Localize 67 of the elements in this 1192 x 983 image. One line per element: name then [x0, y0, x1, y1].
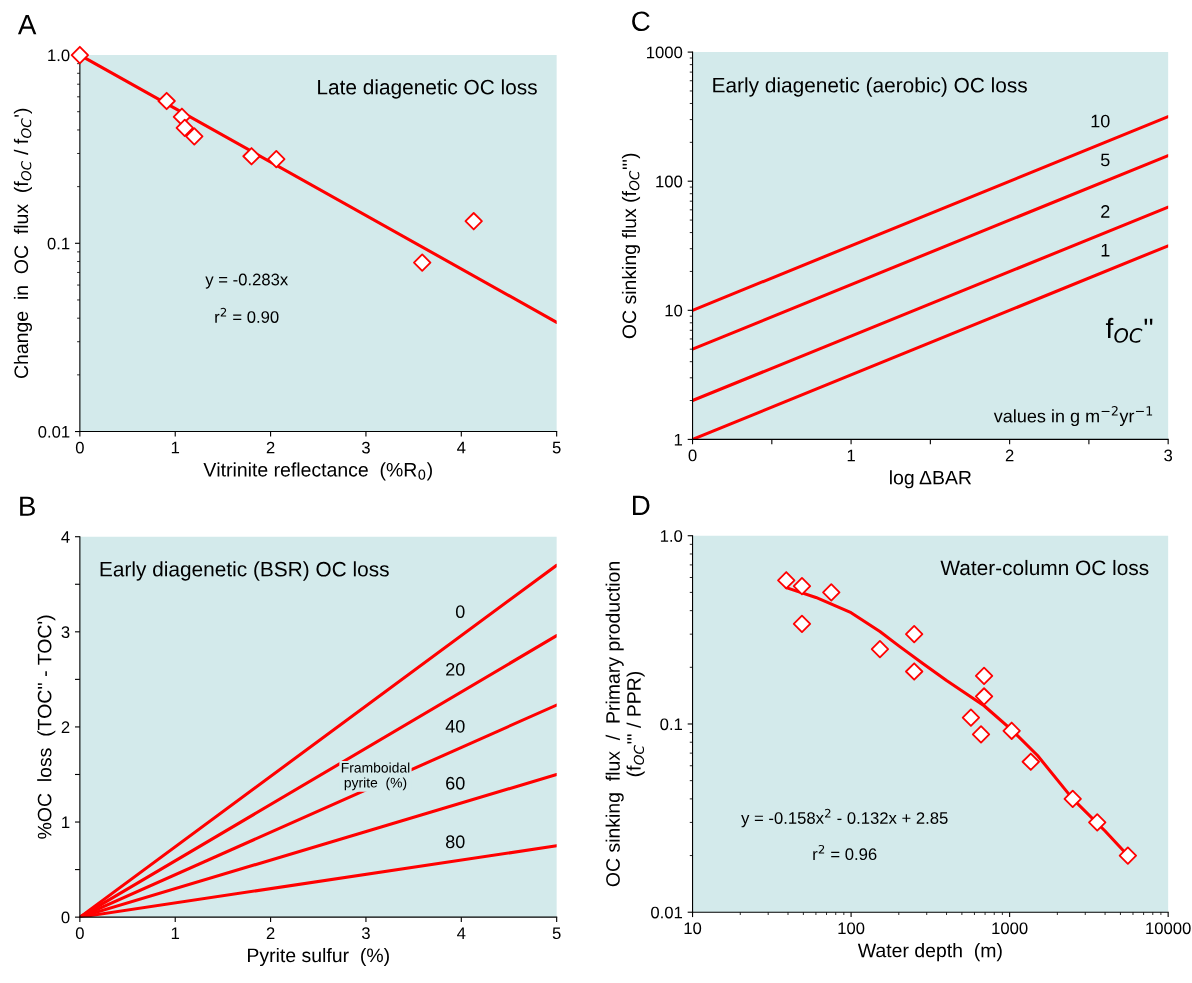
- y-tick-label: 100: [656, 175, 683, 188]
- chart-title: A: [17, 15, 37, 35]
- text: Late diagenetic OC loss: [318, 79, 537, 99]
- annotation: y = -0.158x$^{2}$ - 0.132x + 2.85: [741, 808, 948, 828]
- y-tick-label: 10: [665, 304, 683, 317]
- y-tick-label: 2: [61, 721, 70, 733]
- x-tick-label: 1000: [992, 922, 1028, 935]
- y-tick-label: 3: [61, 626, 70, 639]
- x-tick-label: 100: [838, 922, 865, 935]
- x-tick-label: 3: [361, 441, 370, 454]
- x-tick-label: 3: [361, 927, 370, 940]
- x-tick-label: 0: [75, 441, 84, 454]
- x-tick-label: 10: [684, 922, 702, 935]
- y-tick-label: 1: [62, 816, 70, 829]
- y-axis-title: OC sinking flux / Primary production (f$_{OC}$''' / PPR): [605, 562, 645, 887]
- y-tick-label: 1.0: [48, 49, 70, 62]
- x-tick-label: 2: [266, 927, 275, 939]
- x-tick-label: 3: [1164, 449, 1173, 462]
- y-tick-label: 1000: [647, 46, 683, 59]
- x-tick-label: 1: [171, 927, 180, 939]
- annotation: Framboidal pyrite (%): [341, 762, 410, 791]
- series-label: 5: [1100, 153, 1110, 167]
- y-tick-label: 0.01: [38, 425, 70, 438]
- y-tick-label: 0.01: [651, 906, 683, 919]
- x-tick-label: 5: [552, 441, 561, 454]
- x-tick-label: 4: [457, 441, 466, 454]
- text: Early diagenetic (aerobic) OC loss: [713, 77, 1027, 97]
- chart-title: B: [20, 496, 35, 516]
- series-label: 2: [1101, 205, 1110, 218]
- series-label: 10: [1091, 114, 1110, 128]
- annotation: values in g m$^{−2}$yr$^{−1}$: [993, 406, 1153, 427]
- series-label: 40: [445, 719, 465, 733]
- y-axis-title: %OC loss (TOC'' - TOC'): [37, 615, 56, 839]
- x-tick-label: 2: [266, 441, 275, 454]
- annotation: f$_{OC}$'': [1105, 317, 1153, 343]
- y-tick-label: 1.0: [660, 530, 683, 542]
- y-tick-label: 4: [61, 531, 70, 543]
- x-tick-label: 1: [171, 441, 180, 454]
- annotation: y = -0.283x: [205, 273, 289, 289]
- y-axis-title: Change in OC flux (f$_{OC}$ / f$_{OC}$'): [13, 108, 32, 379]
- x-tick-label: 5: [552, 927, 561, 940]
- x-tick-label: 2: [1005, 449, 1014, 462]
- text: Early diagenetic (BSR) OC loss: [100, 561, 389, 581]
- y-tick-label: 0.1: [47, 237, 70, 250]
- annotation: r$^{2}$ = 0.90: [215, 307, 279, 323]
- x-axis-title: log ΔBAR: [890, 470, 972, 489]
- chart-title: C: [632, 11, 650, 32]
- x-tick-label: 1: [847, 449, 855, 462]
- x-tick-label: 10000: [1146, 922, 1191, 935]
- series-label: 80: [445, 835, 465, 849]
- y-axis-title: OC sinking flux (f$_{OC}$'''): [621, 153, 641, 339]
- x-tick-label: 0: [688, 449, 697, 462]
- series-label: 1: [1101, 243, 1110, 257]
- y-tick-label: 0.1: [660, 718, 683, 731]
- x-tick-label: 0: [75, 927, 84, 940]
- x-axis-title: Vitrinite reflectance (%R$_{0}$): [203, 462, 432, 481]
- x-tick-label: 4: [457, 927, 466, 939]
- y-tick-label: 0: [61, 911, 70, 924]
- y-tick-label: 1: [674, 433, 683, 446]
- text: Water-column OC loss: [940, 559, 1149, 576]
- chart-title: D: [633, 495, 650, 515]
- x-axis-title: Pyrite sulfur (%): [248, 947, 389, 967]
- series-label: 0: [455, 605, 465, 619]
- x-axis-title: Water depth (m): [857, 943, 1002, 962]
- annotation: r$^{2}$ = 0.96: [813, 844, 877, 861]
- series-label: 60: [446, 776, 465, 790]
- series-label: 20: [446, 663, 465, 676]
